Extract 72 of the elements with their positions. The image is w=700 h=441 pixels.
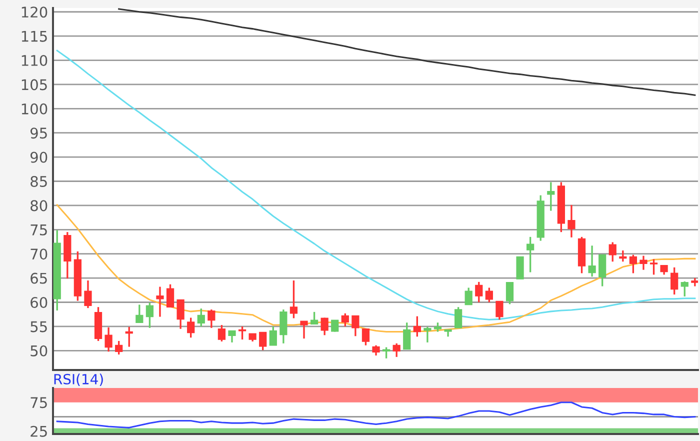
y-tick-label: 70: [30, 248, 48, 260]
candlestick: [372, 344, 380, 356]
line-series: [118, 8, 696, 96]
candlestick: [547, 181, 555, 212]
y-tick-label: 75: [30, 397, 47, 408]
y-tick-label: 25: [30, 426, 47, 437]
y-tick-label: 120: [22, 6, 48, 18]
candlestick: [156, 286, 164, 318]
candlestick: [608, 241, 616, 262]
candlestick: [115, 340, 123, 356]
candlestick: [506, 282, 514, 306]
candlestick: [619, 250, 627, 262]
candlestick: [588, 244, 596, 278]
chart-title: RSI(14): [54, 374, 103, 386]
candlestick: [341, 312, 349, 328]
candlestick: [310, 311, 318, 325]
candlestick: [84, 280, 92, 309]
y-tick-label: 95: [30, 128, 47, 139]
candlestick: [176, 298, 184, 330]
candlestick: [434, 322, 442, 333]
candlestick: [136, 304, 144, 324]
y-tick-label: 110: [22, 54, 48, 66]
candlestick: [413, 315, 421, 338]
candlestick: [290, 280, 298, 320]
candlestick: [382, 346, 390, 360]
candlestick: [454, 306, 462, 329]
candlestick: [392, 342, 400, 358]
candlestick: [187, 316, 195, 338]
candlestick: [208, 308, 216, 329]
candlestick: [331, 319, 339, 333]
candlestick: [104, 326, 112, 352]
candlestick: [650, 258, 658, 276]
y-tick-label: 100: [22, 103, 48, 114]
y-tick-label: 90: [30, 152, 48, 163]
candlestick: [485, 286, 493, 304]
y-tick-label: 105: [22, 79, 47, 90]
candlestick: [598, 254, 606, 288]
candlestick: [680, 280, 688, 298]
candlestick: [424, 326, 432, 344]
candlestick: [320, 316, 328, 336]
candlestick: [640, 254, 648, 271]
candlestick: [146, 302, 154, 329]
candlestick: [496, 300, 504, 321]
y-tick-label: 75: [30, 224, 47, 236]
candlestick: [218, 324, 226, 342]
y-tick-label: 60: [30, 296, 48, 308]
candlestick: [464, 286, 472, 306]
candlestick: [352, 314, 360, 337]
candlestick: [269, 326, 277, 346]
candlestick: [166, 284, 174, 308]
candlestick: [362, 328, 370, 346]
candlestick: [197, 308, 205, 328]
candlestick: [228, 330, 236, 344]
y-tick-label: 50: [30, 345, 48, 356]
candlestick: [125, 326, 133, 348]
candlestick: [629, 254, 638, 274]
candlestick: [475, 281, 483, 304]
candlestick: [568, 204, 576, 238]
candlestick: [259, 331, 267, 351]
candlestick: [516, 256, 524, 280]
line-series: [56, 402, 696, 428]
candlestick: [300, 320, 308, 340]
candlestick: [670, 266, 678, 296]
y-tick-label: 65: [30, 272, 47, 284]
y-tick-label: 80: [30, 200, 48, 212]
candlestick: [403, 322, 411, 350]
y-tick-label: 85: [30, 176, 47, 188]
y-tick-label: 55: [30, 321, 47, 332]
candlestick: [660, 264, 668, 276]
candlestick: [526, 236, 534, 274]
candlestick: [280, 308, 288, 344]
y-tick-label: 115: [22, 30, 47, 42]
